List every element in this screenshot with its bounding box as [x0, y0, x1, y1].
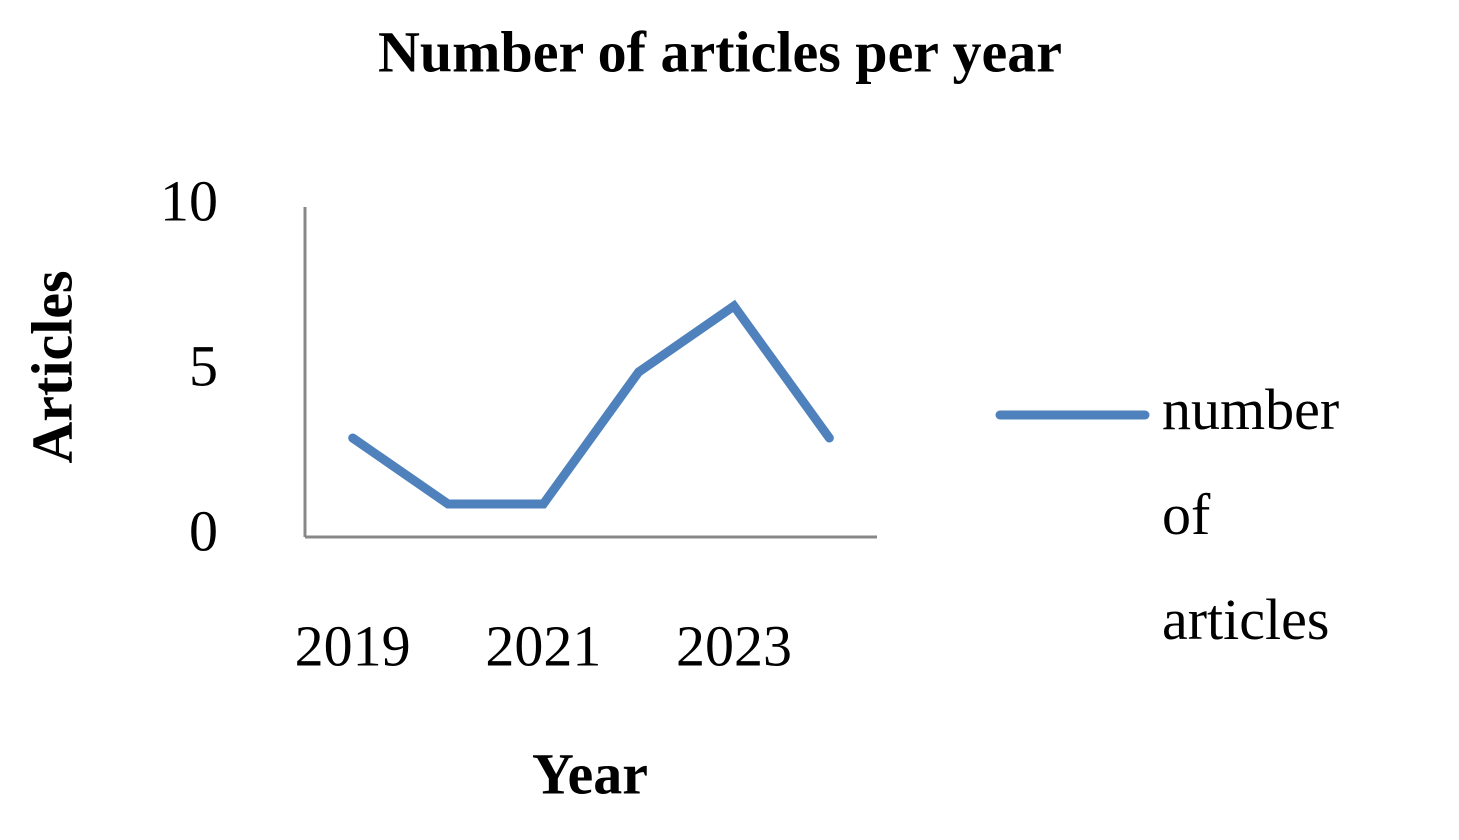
- x-tick-label: 2023: [676, 613, 792, 678]
- y-tick-label: 10: [160, 168, 218, 233]
- y-tick-label: 0: [189, 498, 218, 563]
- x-axis-label: Year: [532, 741, 648, 806]
- chart-title: Number of articles per year: [378, 19, 1062, 84]
- data-line: [348, 299, 834, 509]
- legend-entry: number of articles: [1162, 377, 1340, 652]
- legend-label: number of articles: [1162, 377, 1340, 652]
- y-axis-label: Articles: [19, 270, 84, 463]
- x-tick-label: 2021: [485, 613, 601, 678]
- x-tick-label: 2019: [295, 613, 411, 678]
- y-tick-label: 5: [189, 333, 218, 398]
